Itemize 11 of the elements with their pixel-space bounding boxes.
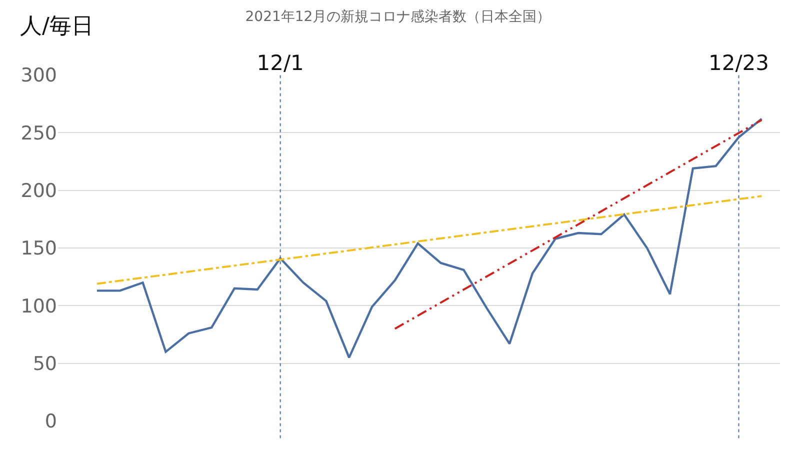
y-axis-title: 人/毎日 — [20, 14, 94, 39]
chart-title: 2021年12月の新規コロナ感染者数（日本全国） — [245, 9, 551, 26]
x-tick-label: 12/1 — [256, 50, 304, 75]
y-tick-label: 100 — [20, 295, 57, 318]
y-tick-label: 150 — [20, 238, 57, 260]
x-tick-label: 12/23 — [708, 50, 770, 75]
y-tick-label: 200 — [20, 180, 57, 202]
y-tick-label: 50 — [32, 352, 57, 375]
y-tick-label: 0 — [44, 410, 57, 433]
y-tick-label: 250 — [20, 122, 57, 144]
y-tick-label: 300 — [20, 64, 57, 87]
